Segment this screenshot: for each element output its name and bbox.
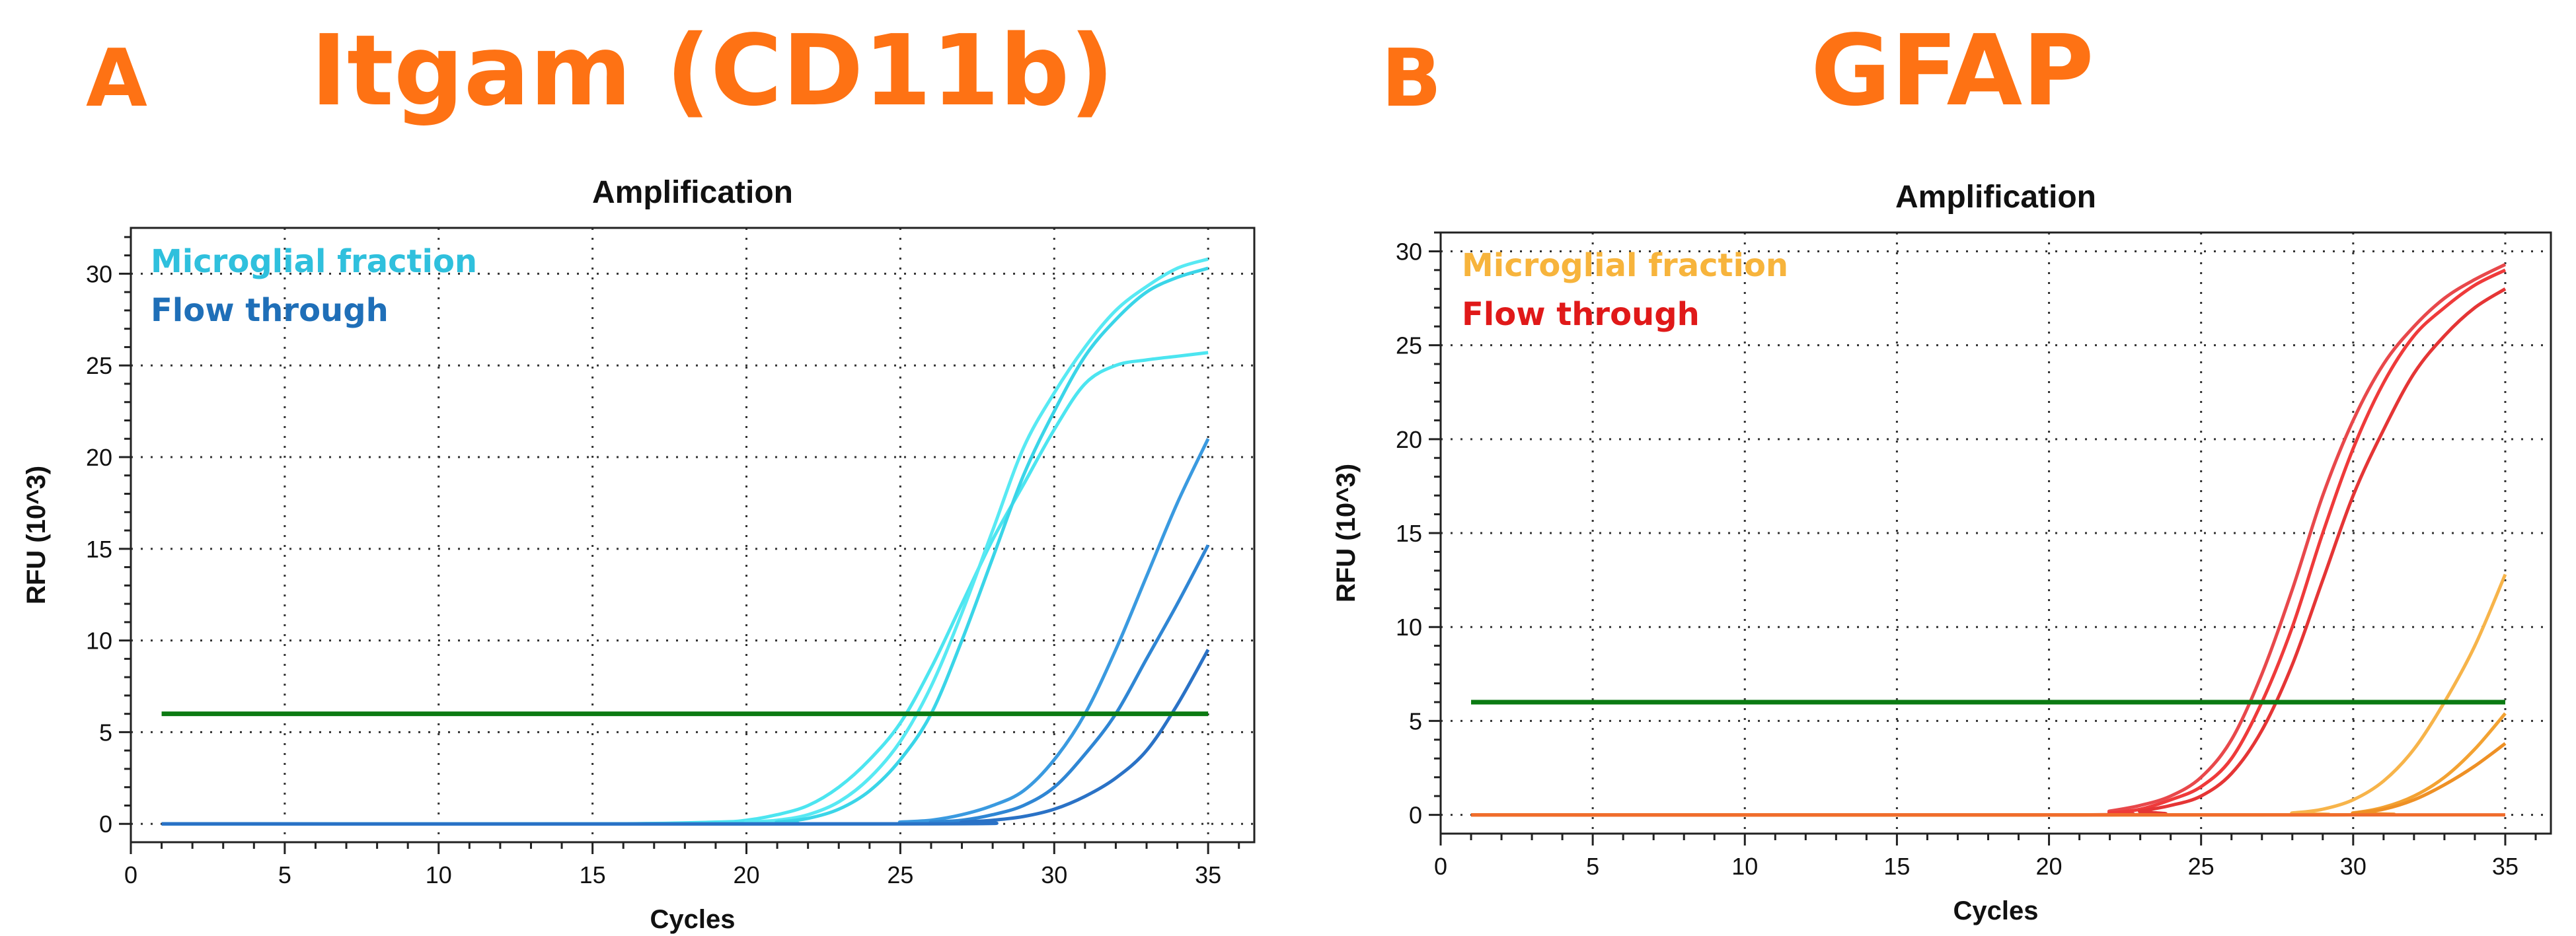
y-tick-label: 15 — [1396, 520, 1422, 547]
amplification-curve-3 — [1471, 287, 2507, 817]
y-tick-label: 10 — [86, 628, 112, 655]
y-tick-label: 20 — [86, 444, 112, 471]
y-tick-label: 0 — [99, 810, 112, 838]
x-tick-label: 15 — [1883, 853, 1910, 880]
amplification-curve-4 — [1471, 573, 2507, 817]
y-tick-label: 10 — [1396, 614, 1422, 641]
plot-frame — [130, 227, 1256, 844]
y-tick-label: 30 — [1396, 238, 1422, 265]
x-tick-label: 20 — [733, 861, 759, 888]
y-tick-label: 30 — [86, 260, 112, 287]
amplification-curve-6 — [1471, 742, 2507, 817]
x-tick-label: 35 — [2492, 853, 2519, 880]
amplification-curve-1 — [161, 351, 1209, 826]
legend-entry-1: Microglial fraction — [1462, 247, 1788, 284]
x-tick-label: 10 — [426, 861, 452, 888]
x-axis-label: Cycles — [1953, 896, 2039, 925]
chart-title: Amplification — [592, 175, 793, 210]
panel-letter-a: A — [86, 33, 147, 125]
x-tick-label: 5 — [1586, 853, 1599, 880]
x-axis-label: Cycles — [650, 905, 736, 934]
panel-b: B GFAP Amplification 0 5 10 15 20 25 30 35 0 5 10 15… — [1315, 0, 2576, 936]
chart-title: Amplification — [1895, 180, 2096, 215]
y-tick-label: 25 — [86, 352, 112, 379]
x-tick-label: 10 — [1731, 853, 1758, 880]
x-tick-label: 30 — [2340, 853, 2367, 880]
amplification-curve-4 — [161, 438, 1210, 826]
panel-letter-b: B — [1381, 33, 1442, 125]
panel-title-gfap: GFAP — [1811, 14, 2094, 127]
amplification-curve-6 — [161, 649, 1210, 826]
panel-title-itgam: Itgam (CD11b) — [311, 14, 1115, 127]
y-tick-label: 20 — [1396, 426, 1422, 453]
y-tick-label: 15 — [86, 536, 112, 563]
amplification-curve-1 — [1471, 263, 2507, 817]
y-axis-label: RFU (10^3) — [22, 466, 51, 604]
y-tick-label: 5 — [1409, 707, 1422, 735]
x-tick-label: 35 — [1195, 861, 1221, 888]
amplification-curve-5 — [161, 544, 1210, 826]
x-tick-label: 15 — [580, 861, 606, 888]
x-tick-label: 25 — [2188, 853, 2215, 880]
y-tick-label: 25 — [1396, 332, 1422, 359]
amplification-chart-a: Amplification 0 5 10 15 20 25 30 35 0 5 10 15 20 25 30 C… — [22, 175, 1256, 934]
y-tick-label: 5 — [99, 719, 112, 746]
legend-entry-2: Flow through — [1462, 296, 1700, 333]
y-axis-label: RFU (10^3) — [1332, 464, 1361, 602]
x-tick-label: 0 — [1434, 853, 1447, 880]
amplification-chart-b: Amplification 0 5 10 15 20 25 30 35 0 5 10 15 20 25 30 C… — [1332, 180, 2552, 925]
x-tick-label: 20 — [2036, 853, 2063, 880]
amplification-curve-2 — [1471, 268, 2507, 817]
x-tick-label: 30 — [1041, 861, 1067, 888]
amplification-curve-2 — [161, 257, 1209, 826]
x-tick-label: 0 — [124, 861, 137, 888]
panel-a: A Itgam (CD11b) Amplification 0 5 10 15 20 25 3… — [22, 14, 1256, 934]
legend-entry-2: Flow through — [151, 292, 389, 329]
x-tick-label: 5 — [278, 861, 291, 888]
amplification-curve-3 — [161, 266, 1209, 826]
y-tick-label: 0 — [1409, 802, 1422, 829]
legend-entry-1: Microglial fraction — [151, 243, 477, 280]
x-tick-label: 25 — [887, 861, 913, 888]
